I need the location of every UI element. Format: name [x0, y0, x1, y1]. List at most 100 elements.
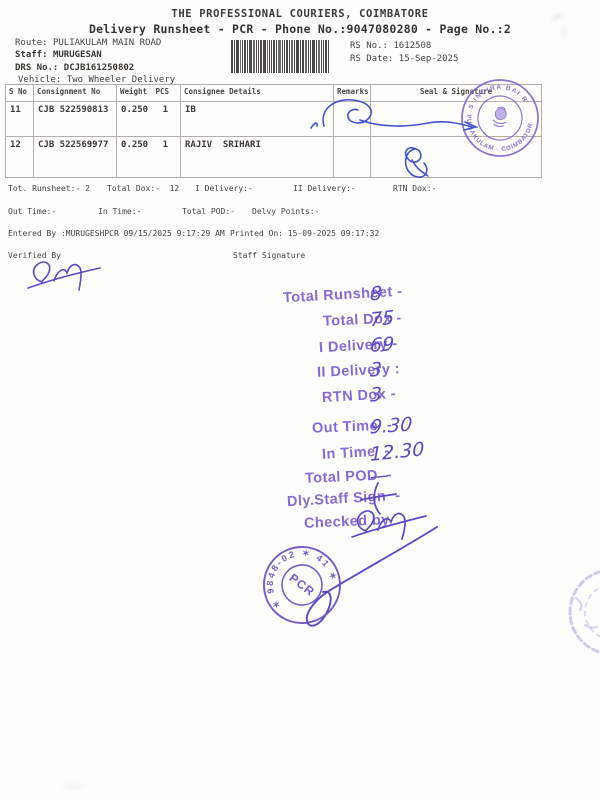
barcode-bar [282, 40, 283, 73]
barcode-bar [294, 40, 295, 73]
edge-partial-stamp [568, 570, 600, 654]
route-label: Route: [15, 38, 48, 48]
col-consignee-details: Consignee Details [180, 84, 334, 102]
vehicle-line: Vehicle: Two Wheeler Delivery [18, 75, 175, 85]
hw-checked-by: Checked by [303, 512, 391, 532]
table-row: 12 CJB 522569977 0.250 1 RAJIV SRIHARI [5, 136, 542, 178]
barcode-bar [253, 40, 255, 73]
barcode-bar [260, 40, 262, 73]
route-line: Route: PULIAKULAM MAIN ROAD [15, 38, 161, 48]
barcode-bar [321, 40, 322, 73]
cell-remarks [333, 136, 371, 178]
hw-total-runsheet: Total Runsheet -8 [282, 282, 403, 307]
pcr-stamp: ✶ 9848-02 ✶ 41 ✶ PCR [250, 533, 346, 630]
drs-line: DRS No.: DCJB161250802 [15, 63, 134, 73]
rs-date-value: 15-Sep-2025 [398, 54, 459, 64]
verified-by-signature [27, 261, 101, 291]
barcode-bar [242, 40, 243, 73]
col-seal-signature: Seal & Signature [370, 84, 542, 102]
barcode-bar [323, 40, 324, 73]
barcode-bar [249, 40, 252, 73]
col-weight: Weight [120, 87, 148, 96]
rs-date-line: RS Date: 15-Sep-2025 [350, 54, 458, 64]
cell-weight: 0.250 [121, 140, 149, 150]
barcode [231, 40, 345, 73]
out-time: Out Time:- [8, 207, 57, 216]
vehicle-label: Vehicle: [18, 75, 62, 85]
verified-by-label: Verified By [8, 251, 61, 260]
route-value: PULIAKULAM MAIN ROAD [52, 38, 162, 48]
pcr-center-text: PCR [287, 571, 318, 599]
staff-signature-label: Staff Signature [233, 251, 306, 260]
barcode-bar [302, 40, 304, 73]
barcode-bar [258, 40, 259, 73]
barcode-bar [325, 40, 327, 73]
vehicle-value: Two Wheeler Delivery [66, 75, 176, 85]
pcr-ring-text: ✶ 9848-02 ✶ 41 ✶ [250, 533, 346, 630]
barcode-bar [276, 40, 277, 73]
barcode-bar [312, 40, 315, 73]
cell-weight-pcs: 0.250 1 [116, 101, 181, 137]
barcode-bar [284, 40, 285, 73]
barcode-bar [247, 40, 248, 73]
rs-no-line: RS No.: 1612508 [350, 41, 431, 51]
barcode-bar [256, 40, 257, 73]
tot-runsheet: Tot. Runsheet:- 2 [8, 184, 90, 193]
rtn-dox: RTN Dox:- [393, 184, 437, 193]
table-header-row: S No Consignment No Weight PCS Consignee … [5, 84, 542, 102]
hw-total-pod: Total POD - — [304, 463, 393, 489]
hw-i-delivery: I Delivery -69 [319, 333, 399, 357]
barcode-bar [267, 40, 268, 73]
drs-value: DCJB161250802 [63, 63, 135, 73]
entered-by: Entered By :MURUGESHPCR 09/15/2025 9:17:… [8, 229, 225, 238]
cell-seal-signature [370, 136, 542, 178]
col-weight-pcs: Weight PCS [116, 84, 181, 102]
cell-weight-pcs: 0.250 1 [116, 136, 181, 178]
hw-dly-staff-sign: Dly.Staff Sign - [286, 487, 401, 511]
barcode-bar [305, 40, 307, 73]
scan-smudge [62, 784, 84, 789]
barcode-bar [263, 40, 266, 73]
cell-consignee: IB [180, 101, 334, 137]
barcode-bar [300, 40, 301, 73]
runsheet-subtitle: Delivery Runsheet - PCR - Phone No.:9047… [88, 22, 512, 36]
col-remarks: Remarks [333, 84, 371, 102]
barcode-bar [291, 40, 293, 73]
hw-total-dox: Total Dox -75 [323, 306, 403, 332]
total-pod: Total POD:- [182, 207, 235, 216]
i-delivery: I Delivery:- [195, 184, 253, 193]
cell-weight: 0.250 [121, 105, 149, 115]
staff-label: Staff: [15, 50, 48, 60]
staff-value: MURUGESAN [52, 50, 102, 60]
barcode-bar [269, 40, 270, 73]
barcode-bar [310, 40, 311, 73]
hw-ii-delivery: II Delivery :3 [316, 358, 401, 382]
barcode-bar [328, 40, 329, 73]
rs-no-label: RS No.: [350, 41, 388, 51]
hw-out-time: Out Time -9.30 [311, 413, 414, 439]
cell-remarks [333, 101, 371, 137]
col-consignment-no: Consignment No [33, 84, 117, 102]
barcode-bar [240, 40, 241, 73]
cell-pcs: 1 [162, 105, 168, 115]
cell-consignment: CJB 522590813 [33, 101, 117, 137]
total-dox: Total Dox:- 12 [107, 184, 180, 193]
cell-seal-signature [370, 101, 542, 137]
barcode-bar [308, 40, 309, 73]
consignment-table: S No Consignment No Weight PCS Consignee … [5, 84, 542, 178]
cell-s-no: 11 [5, 101, 34, 137]
cell-consignee: RAJIV SRIHARI [180, 136, 334, 178]
barcode-bar [271, 40, 272, 73]
rs-date-label: RS Date: [350, 54, 394, 64]
col-s-no: S No [5, 84, 34, 102]
printed-on: Printed On: 15-09-2025 09:17:32 [230, 229, 380, 238]
svg-text:✶ 9848-02 ✶ 41 ✶: ✶ 9848-02 ✶ 41 ✶ [250, 533, 346, 630]
barcode-bar [296, 40, 299, 73]
in-time: In Time:- [98, 207, 142, 216]
barcode-bar [231, 40, 233, 73]
cell-s-no: 12 [5, 136, 34, 178]
drs-label: DRS No.: [15, 63, 59, 73]
col-pcs: PCS [155, 87, 169, 96]
barcode-bar [318, 40, 320, 73]
barcode-bar [236, 40, 239, 73]
